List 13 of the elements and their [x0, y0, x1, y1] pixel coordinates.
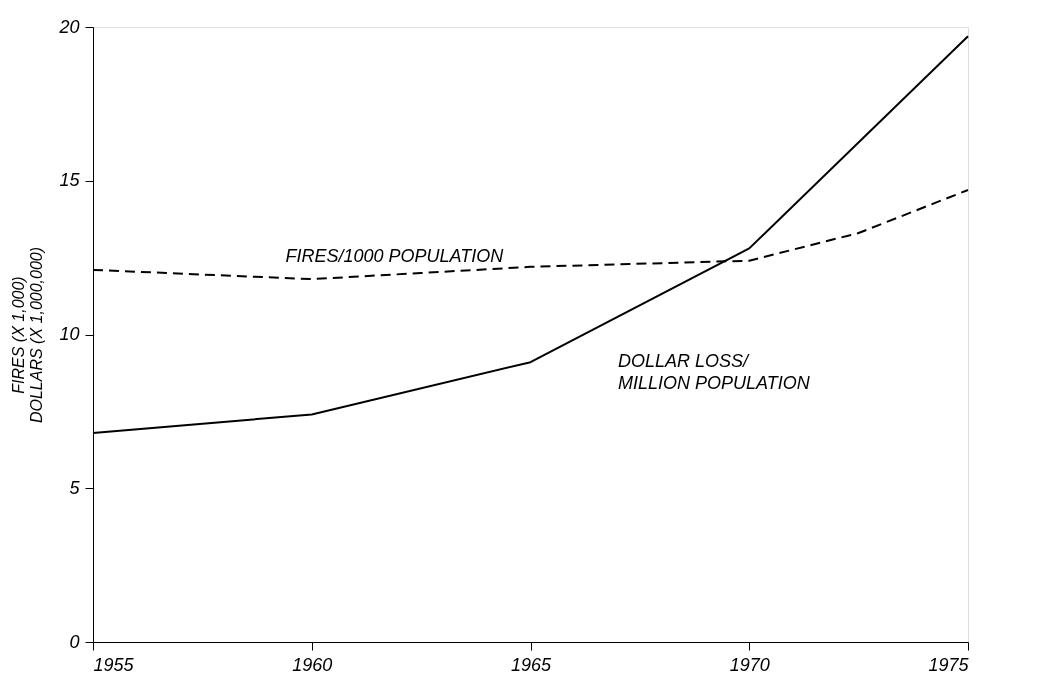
- y-tick-label: 10: [59, 324, 80, 344]
- x-tick-label: 1975: [928, 654, 970, 675]
- x-tick-label: 1955: [93, 654, 135, 675]
- y-axis-title: FIRES (X 1,000) DOLLARS (X 1,000,000): [10, 246, 46, 424]
- x-tick-label: 1970: [729, 654, 770, 675]
- y-tick-label: 20: [58, 16, 80, 37]
- y-tick-label: 15: [59, 170, 81, 191]
- x-tick-label: 1965: [510, 654, 553, 675]
- y-tick-label: 5: [69, 477, 81, 498]
- x-tick-label: 1960: [292, 654, 333, 675]
- y-tick-label: 0: [69, 631, 80, 652]
- series-label: DOLLAR LOSS/ MILLION POPULATION: [618, 350, 811, 393]
- series-label: FIRES/1000 POPULATION: [285, 246, 505, 267]
